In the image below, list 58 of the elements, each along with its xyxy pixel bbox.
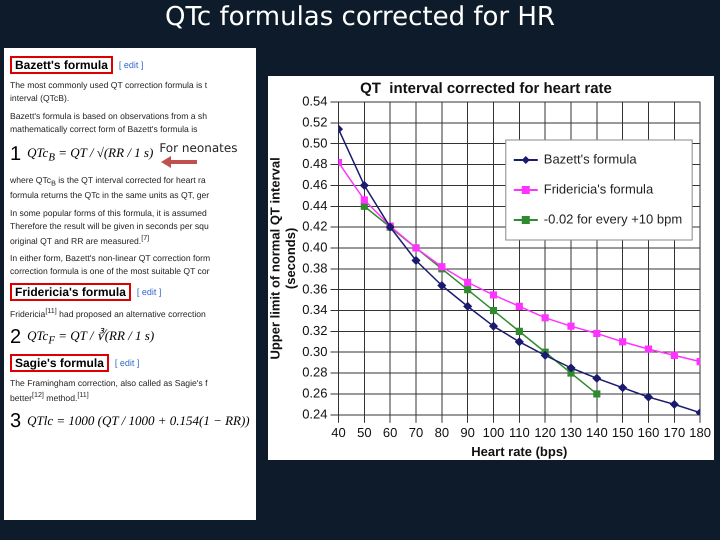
text: The Framingham correction, also called as Sagie's f better$^{[12]}$ method.$^{[11]}$ — [10, 376, 208, 405]
y-tick-label: 0.36 — [302, 281, 328, 296]
x-tick-label: 50 — [357, 425, 372, 440]
text: Bazett's formula — [10, 56, 113, 74]
x-tick-label: 120 — [534, 425, 556, 440]
text: QTlc = 1000 (QT / 1000 + 0.154(1 − RR)) — [27, 413, 250, 430]
y-tick-label: 0.52 — [302, 114, 328, 130]
text: where QTc$_{B}$ is the QT interval corrected for heart ra formula returns the QTc in the same units as QT, ger — [10, 174, 210, 202]
y-tick-label: 0.50 — [302, 135, 328, 150]
x-tick-label: 70 — [408, 425, 424, 440]
x-axis-title: Heart rate (bps) — [471, 444, 568, 459]
x-tick-label: 170 — [663, 425, 686, 440]
text: QTc$_{F}$ = QT / ∛(RR / 1 s) — [27, 328, 154, 347]
x-tick-label: 40 — [331, 425, 346, 440]
text: [ edit ] — [136, 287, 162, 298]
y-tick-label: 0.48 — [302, 156, 328, 172]
y-tick-label: 0.32 — [302, 322, 328, 338]
chart-title: QT interval corrected for heart rate — [360, 80, 612, 98]
text: Fridericia$^{[11]}$ had proposed an alternative correction — [10, 306, 206, 321]
legend-label: Fridericia's formula — [544, 182, 654, 197]
y-tick-label: 0.34 — [302, 302, 328, 318]
x-tick-label: 100 — [482, 425, 504, 440]
legend-label: -0.02 for every +10 bpm — [544, 212, 682, 227]
x-tick-label: 80 — [434, 425, 450, 440]
y-tick-label: 0.44 — [302, 198, 328, 213]
text: QTc formulas corrected for HR — [164, 2, 556, 32]
text: 3 — [10, 410, 22, 433]
text: Sagie's formula — [10, 354, 109, 372]
text: Bazett's formula is based on observations from a sh mathematically correct form of Bazett's formula is — [10, 110, 208, 136]
y-tick-label: 0.38 — [302, 260, 328, 276]
x-tick-label: 140 — [586, 425, 608, 440]
text: For neonates — [159, 140, 238, 155]
x-tick-label: 90 — [460, 425, 475, 440]
x-tick-label: 130 — [560, 425, 582, 440]
text: In either form, Bazett's non-linear QT correction form correction formula is one of the most suitable QT cor — [10, 252, 210, 278]
text: In some popular forms of this formula, it is assumed Therefore the result will be given in seconds per squ original QT and RR are measured.$^{[7]}$ — [10, 206, 209, 248]
y-tick-label: 0.42 — [302, 218, 328, 234]
x-tick-label: 160 — [638, 425, 660, 440]
legend-label: Bazett's formula — [544, 152, 638, 167]
y-tick-label: 0.54 — [302, 94, 328, 109]
x-tick-label: 60 — [382, 425, 398, 440]
x-tick-label: 110 — [508, 425, 530, 440]
text: 2 — [10, 326, 22, 349]
y-tick-label: 0.28 — [302, 364, 328, 380]
y-tick-label: 0.46 — [302, 176, 328, 192]
y-axis-title: Upper limit of normal QT interval (seconds) — [267, 157, 298, 360]
text: The most commonly used QT correction formula is t interval (QTcB). — [10, 79, 208, 105]
y-tick-label: 0.26 — [302, 386, 328, 401]
text: [ edit ] — [114, 358, 140, 368]
y-tick-label: 0.24 — [302, 406, 328, 422]
x-tick-label: 150 — [612, 425, 634, 440]
y-tick-label: 0.40 — [302, 240, 328, 255]
text: [ edit ] — [118, 60, 144, 70]
y-tick-label: 0.30 — [302, 344, 328, 359]
text: QTc$_{B}$ = QT / √(RR / 1 s) — [27, 145, 154, 164]
text: Fridericia's formula — [10, 283, 131, 302]
text: 1 — [10, 143, 22, 166]
x-tick-label: 180 — [689, 425, 712, 440]
